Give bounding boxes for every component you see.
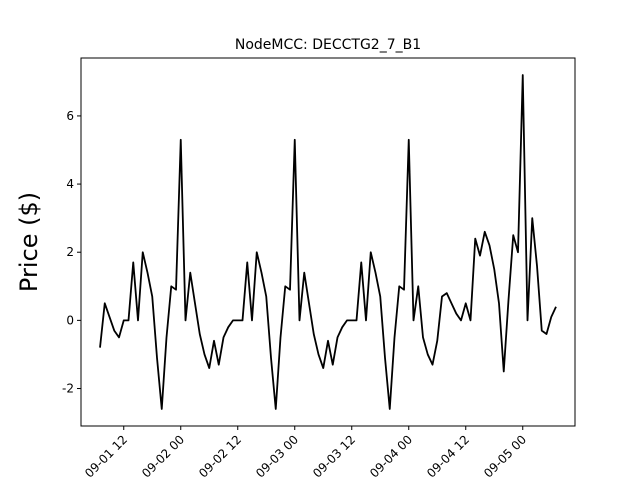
x-tick-label: 09-02 00 xyxy=(139,432,187,480)
x-tick-label: 09-01 12 xyxy=(82,432,130,480)
chart-title: NodeMCC: DECCTG2_7_B1 xyxy=(235,37,421,53)
y-axis-label: Price ($) xyxy=(15,192,43,292)
y-tick-label: 6 xyxy=(66,109,74,123)
x-tick-label: 09-03 12 xyxy=(310,432,358,480)
y-tick-label: -2 xyxy=(62,382,74,396)
x-tick-label: 09-02 12 xyxy=(196,432,244,480)
y-tick-label: 0 xyxy=(66,313,74,327)
price-line xyxy=(99,74,557,410)
x-tick-label: 09-04 00 xyxy=(367,432,415,480)
x-tick-label: 09-05 00 xyxy=(481,432,529,480)
x-tick-label: 09-04 12 xyxy=(424,432,472,480)
x-tick-label: 09-03 00 xyxy=(253,432,301,480)
y-tick-label: 2 xyxy=(66,245,74,259)
axes-frame xyxy=(80,57,576,427)
y-tick-label: 4 xyxy=(66,177,74,191)
